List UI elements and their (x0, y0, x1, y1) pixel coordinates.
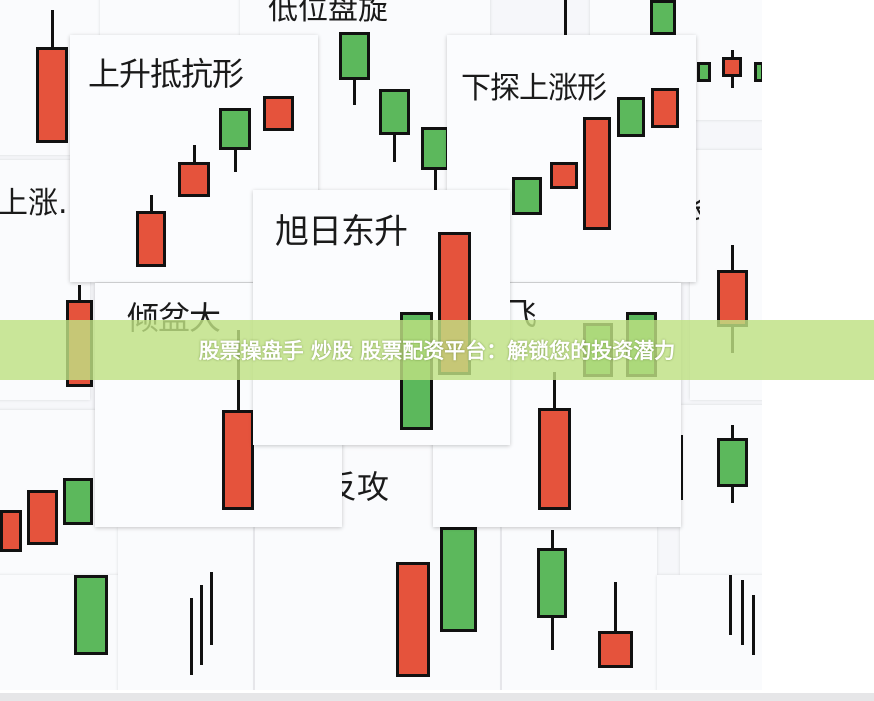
pattern-title: 旭日东升 (275, 212, 408, 252)
headline-text: 股票操盘手 炒股 股票配资平台：解锁您的投资潜力 (198, 339, 676, 363)
pattern-card-rising-sun: 旭日东升 (253, 190, 510, 445)
red-candlestick-body (178, 162, 210, 197)
background-panel (657, 575, 762, 690)
red-candlestick-body (717, 270, 748, 327)
green-candlestick-body (63, 478, 93, 525)
line-mark (741, 580, 744, 645)
green-candlestick-body (717, 438, 748, 487)
red-candlestick-body (222, 410, 254, 510)
pattern-title-partial: 低位盘旋 (268, 0, 388, 27)
red-candlestick-body (263, 96, 294, 131)
green-candlestick-body (379, 89, 410, 135)
green-candlestick-body (617, 97, 645, 137)
red-candlestick-body (598, 631, 633, 668)
red-candlestick-body (0, 510, 22, 552)
background-panel (118, 527, 253, 690)
pattern-title: 上升抵抗形 (88, 55, 244, 93)
green-candlestick-body (754, 62, 762, 82)
red-candlestick-body (550, 162, 578, 189)
line-mark (190, 598, 193, 675)
green-candlestick-body (219, 108, 251, 150)
candlestick-collage: 低位盘旋 上涨. 长 反攻 上升抵抗形 下探上涨形 倾盆大 飞 旭日东升 (0, 0, 762, 690)
line-mark (210, 572, 213, 645)
red-candlestick-body (136, 211, 166, 267)
green-candlestick-body (537, 548, 567, 618)
line-mark (752, 595, 755, 655)
green-candlestick-body (440, 527, 477, 632)
headline-banner: 股票操盘手 炒股 股票配资平台：解锁您的投资潜力 (0, 320, 874, 380)
red-candlestick-body (538, 408, 571, 510)
pattern-title-partial: 上涨. (0, 186, 68, 221)
green-candlestick-body (421, 127, 449, 170)
red-candlestick-wick (614, 582, 617, 668)
red-candlestick-body (651, 88, 679, 128)
line-mark (680, 435, 683, 500)
line-mark (729, 575, 732, 635)
green-candlestick-body (339, 32, 370, 80)
line-mark (564, 0, 567, 35)
line-mark (200, 585, 203, 665)
background-panel (680, 405, 762, 575)
green-candlestick-body (697, 62, 711, 82)
red-candlestick-body (27, 490, 58, 545)
red-candlestick-body (396, 562, 430, 677)
green-candlestick-body (512, 177, 542, 215)
red-candlestick-body (722, 57, 742, 77)
green-candlestick-body (650, 0, 676, 35)
pattern-title: 下探上涨形 (461, 71, 607, 106)
background-panel (502, 527, 657, 690)
green-candlestick-body (74, 575, 108, 655)
bottom-edge (0, 693, 874, 701)
red-candlestick-body (583, 117, 611, 230)
red-candlestick-body (36, 47, 68, 143)
